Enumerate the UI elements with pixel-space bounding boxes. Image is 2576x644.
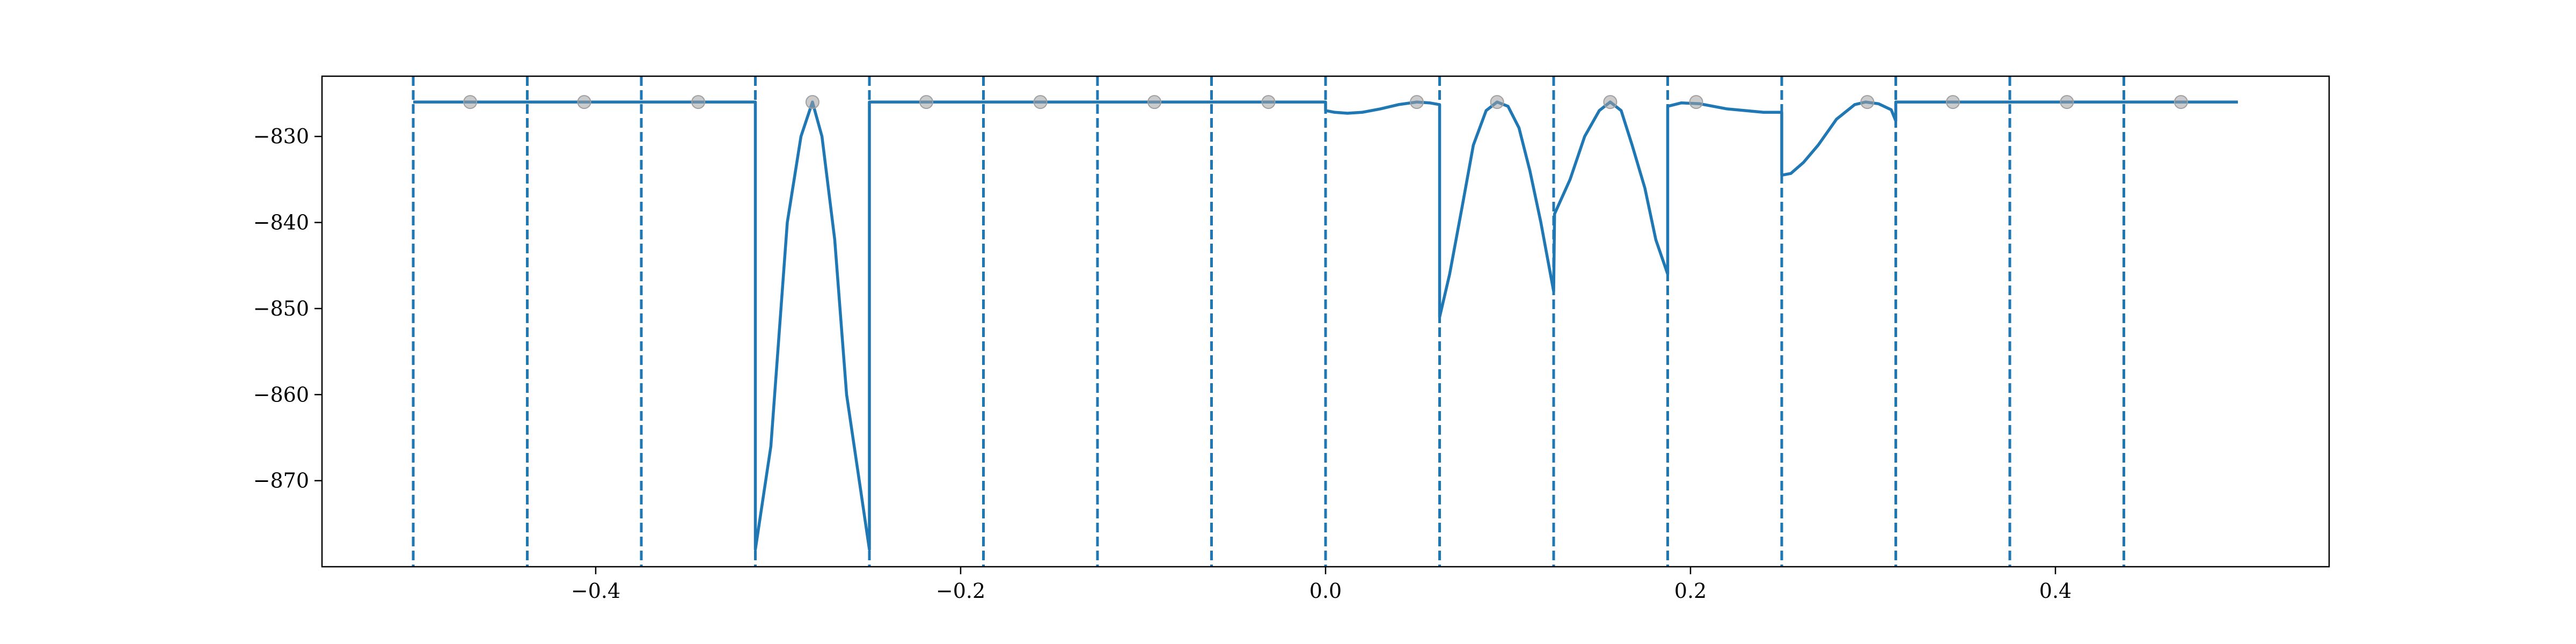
x-tick-label: 0.0: [1309, 579, 1342, 603]
sample-marker: [1033, 95, 1048, 109]
sample-marker: [1860, 95, 1875, 109]
y-axis-ticks: −830 −840 −850 −860 −870: [253, 125, 322, 493]
sample-marker: [1261, 95, 1276, 109]
sample-marker: [2174, 95, 2188, 109]
x-tick-label: −0.2: [936, 579, 985, 603]
series-lines: [413, 100, 2238, 551]
sample-marker: [691, 95, 706, 109]
x-axis-ticks: −0.4 −0.2 0.0 0.2 0.4: [571, 567, 2072, 603]
y-tick-label: −850: [253, 297, 309, 320]
x-tick-label: −0.4: [571, 579, 620, 603]
sample-marker: [463, 95, 478, 109]
sample-marker: [919, 95, 934, 109]
x-tick-label: 0.4: [2039, 579, 2072, 603]
sample-marker: [1147, 95, 1162, 109]
sample-marker: [577, 95, 591, 109]
y-tick-label: −860: [253, 383, 309, 406]
sample-marker: [805, 95, 819, 109]
y-tick-label: −840: [253, 211, 309, 235]
sample-marker: [1689, 95, 1703, 109]
series-line: [413, 100, 2238, 551]
y-tick-label: −870: [253, 469, 309, 493]
sample-markers: [463, 95, 2188, 109]
sample-marker: [1603, 95, 1618, 109]
x-tick-label: 0.2: [1674, 579, 1707, 603]
sample-marker: [2060, 95, 2074, 109]
y-tick-label: −830: [253, 125, 309, 148]
sample-marker: [1490, 95, 1504, 109]
sample-marker: [1945, 95, 1960, 109]
sample-marker: [1410, 95, 1424, 109]
